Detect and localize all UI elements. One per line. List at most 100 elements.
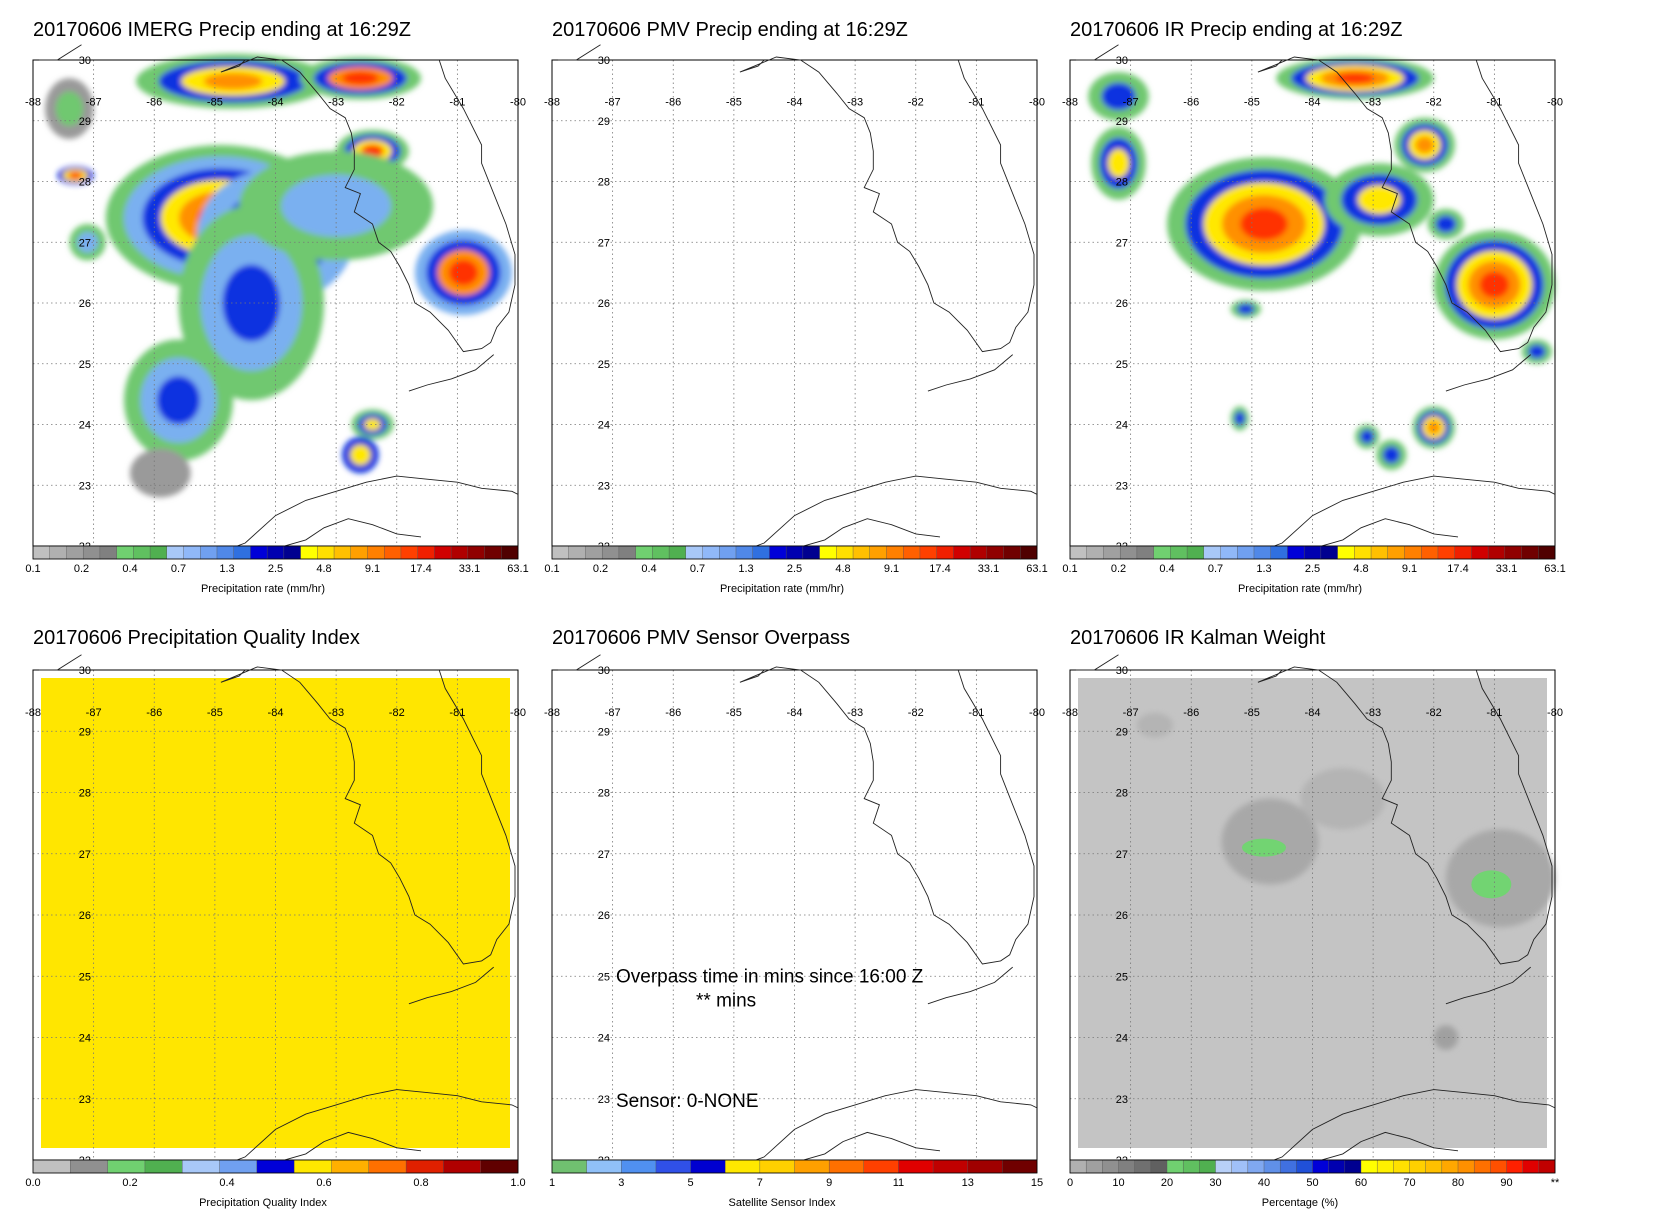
colorbar-swatch (655, 1159, 692, 1174)
map-coastline-florida (739, 56, 1035, 353)
kalman-high-weight (1242, 838, 1286, 857)
colorbar-label: 0.7 (1208, 563, 1223, 575)
map-lat-label: 27 (79, 237, 91, 249)
colorbar-swatch (480, 1159, 519, 1174)
panel-title: 20170606 PMV Sensor Overpass (552, 627, 850, 649)
colorbar-swatch (635, 545, 653, 560)
colorbar-label: 4.8 (835, 563, 850, 575)
map-coastline-florida (220, 666, 516, 965)
colorbar-swatch (725, 1159, 761, 1174)
colorbar-swatch (551, 1159, 588, 1174)
map-lon-label: -82 (908, 707, 924, 719)
map-lat-label: 24 (1116, 420, 1128, 432)
precip-cell (1528, 344, 1546, 359)
colorbar-title: Precipitation rate (mm/hr) (201, 583, 325, 595)
colorbar-swatch (1312, 1159, 1330, 1174)
colorbar-label: 0.4 (122, 563, 137, 575)
precip-cell (1360, 429, 1374, 444)
map-coastline-panhandle (1076, 44, 1119, 61)
colorbar-swatch (368, 1159, 407, 1174)
colorbar-swatch (802, 545, 821, 560)
precip-cell (342, 71, 379, 85)
kalman-high-weight (1471, 870, 1512, 899)
colorbar-label: 5 (688, 1177, 694, 1189)
colorbar-swatch (434, 545, 452, 560)
colorbar-swatch (384, 545, 402, 560)
colorbar-swatch (903, 545, 921, 560)
map-coastline-cubaS (1300, 518, 1459, 553)
map-lon-label: -81 (1486, 97, 1502, 109)
colorbar-frame (1069, 1159, 1556, 1174)
map-lat-label: 27 (598, 849, 610, 861)
map-lon-label: -82 (1426, 707, 1442, 719)
map-lat-label: 27 (1116, 237, 1128, 249)
colorbar-label: 9.1 (365, 563, 380, 575)
precip-cell (222, 264, 280, 342)
colorbar-label: ** (1551, 1177, 1560, 1189)
map-lon-label: -88 (544, 97, 560, 109)
colorbar-swatch (1003, 545, 1021, 560)
colorbar-swatch (1328, 1159, 1346, 1174)
colorbar-swatch (1337, 545, 1355, 560)
map-coastline-cubaS (263, 1131, 422, 1167)
colorbar-swatch (1320, 545, 1339, 560)
map-lat-label: 27 (1116, 849, 1128, 861)
colorbar-swatch (794, 1159, 830, 1174)
colorbar-swatch (417, 545, 435, 560)
map-lon-label: -85 (207, 707, 223, 719)
colorbar-swatch (166, 545, 185, 560)
colorbar-swatch (585, 545, 603, 560)
map-coastline-cuba (1257, 475, 1556, 553)
map-lon-label: -84 (1305, 707, 1321, 719)
map-lon-label: -86 (146, 97, 162, 109)
colorbar-label: 63.1 (1544, 563, 1565, 575)
map-lat-label: 26 (598, 910, 610, 922)
map-lon-label: -86 (1183, 97, 1199, 109)
map-lat-label: 30 (1116, 55, 1128, 67)
map-coastline-cubaS (782, 1131, 941, 1167)
map-lat-label: 23 (1116, 480, 1128, 492)
map-lon-label: -80 (1029, 97, 1045, 109)
map-coastline-cuba (1257, 1089, 1556, 1167)
colorbar-swatch (1166, 1159, 1184, 1174)
colorbar-swatch (82, 545, 101, 560)
map-lat-label: 25 (79, 359, 91, 371)
colorbar-swatch (668, 545, 687, 560)
map-coastline-florida_keys (408, 354, 494, 392)
kalman-cell (1433, 1025, 1458, 1050)
map-lon-label: -81 (449, 707, 465, 719)
colorbar-swatch (1487, 545, 1506, 560)
colorbar-label: 2.5 (787, 563, 802, 575)
map-lat-label: 30 (598, 55, 610, 67)
colorbar-swatch (1360, 1159, 1378, 1174)
colorbar-swatch (1199, 1159, 1217, 1174)
map-lon-label: -88 (25, 97, 41, 109)
map-coastline-cubaS (1300, 1131, 1459, 1167)
panel-title: 20170606 PMV Precip ending at 16:29Z (552, 19, 908, 41)
map-lon-label: -85 (726, 707, 742, 719)
colorbar-label: 0.7 (171, 563, 186, 575)
precip-cell (1237, 303, 1255, 315)
map-lon-label: -84 (787, 97, 803, 109)
panel-pqi: 20170606 Precipitation Quality Index -88 -… (25, 627, 526, 1209)
colorbar-swatch (66, 545, 84, 560)
colorbar-swatch (1393, 1159, 1411, 1174)
colorbar-swatch (1538, 1159, 1556, 1174)
map-lon-label: -84 (1305, 97, 1321, 109)
colorbar-swatch (785, 545, 804, 560)
map-coastline-cuba (739, 1089, 1038, 1167)
map-lon-label: -84 (268, 97, 284, 109)
colorbar-label: 13 (962, 1177, 974, 1189)
colorbar-label: 0.2 (593, 563, 608, 575)
map-lon-label: -88 (1062, 707, 1078, 719)
colorbar: 0.1 0.2 0.4 0.7 1.3 2.5 4.8 9.1 17.4 33.1 63.1 Prec… (1062, 545, 1566, 595)
map-lon-label: -82 (389, 97, 405, 109)
map-lat-label: 23 (598, 1094, 610, 1106)
panel-title: 20170606 IR Kalman Weight (1070, 627, 1326, 649)
map-coastline-florida (739, 666, 1035, 965)
colorbar-swatch (1153, 545, 1171, 560)
colorbar-swatch (400, 545, 419, 560)
colorbar-swatch (32, 1159, 71, 1174)
map-lat-label: 28 (1116, 788, 1128, 800)
